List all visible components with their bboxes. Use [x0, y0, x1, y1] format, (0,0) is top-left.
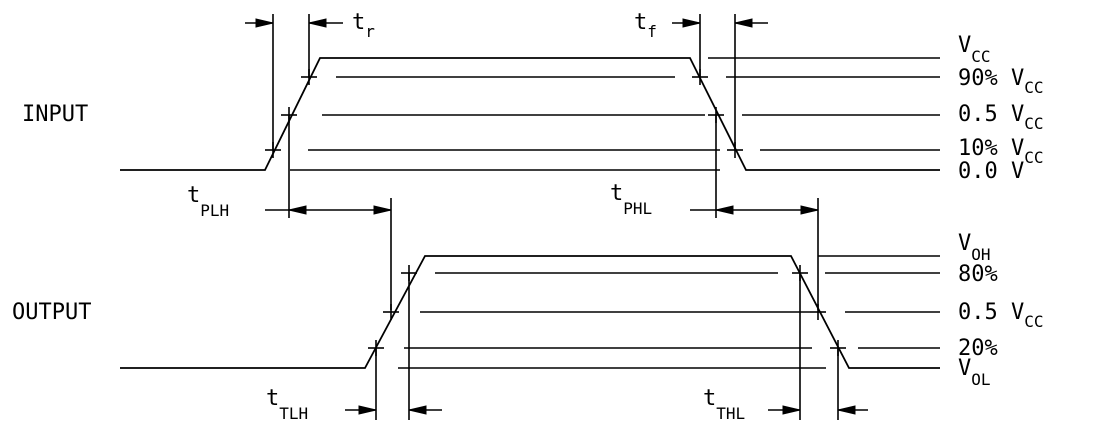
input-level-zero: 0.0 V — [958, 159, 1024, 184]
input-crossing-markers — [265, 69, 743, 158]
output-waveform — [120, 255, 940, 369]
tplh-right-arrowhead — [373, 205, 392, 215]
input-level-vcc: VCC — [958, 33, 991, 66]
tthl-label: tTHL — [703, 386, 745, 423]
ttlh-left-arrowhead — [358, 405, 377, 415]
tf-label: tf — [634, 10, 657, 41]
tf-left-arrowhead — [682, 18, 701, 28]
input-waveform — [120, 57, 940, 171]
tplh-label: tPLH — [187, 183, 229, 220]
tthl-left-arrowhead — [782, 405, 801, 415]
output-level-vol: VOL — [958, 356, 991, 389]
output-crossing-markers — [368, 265, 846, 356]
tplh-left-arrowhead — [288, 205, 307, 215]
tthl-right-arrowhead — [837, 405, 856, 415]
tr-right-arrowhead — [308, 18, 327, 28]
output-signal-label: OUTPUT — [12, 300, 91, 325]
input-level-10: 10% VCC — [958, 136, 1044, 167]
tf-right-arrowhead — [734, 18, 753, 28]
ttlh-label: tTLH — [266, 386, 308, 423]
input-level-50: 0.5 VCC — [958, 102, 1044, 133]
output-level-80: 80% — [958, 262, 998, 287]
tr-label: tr — [352, 10, 375, 41]
tphl-right-arrowhead — [800, 205, 819, 215]
output-level-50: 0.5 VCC — [958, 300, 1044, 331]
ttlh-right-arrowhead — [408, 405, 427, 415]
tphl-left-arrowhead — [715, 205, 734, 215]
output-level-20: 20% — [958, 336, 998, 361]
output-level-voh: VOH — [958, 231, 991, 264]
tr-left-arrowhead — [255, 18, 274, 28]
input-level-90: 90% VCC — [958, 66, 1044, 97]
tphl-label: tPHL — [610, 181, 652, 218]
input-signal-label: INPUT — [22, 102, 88, 127]
